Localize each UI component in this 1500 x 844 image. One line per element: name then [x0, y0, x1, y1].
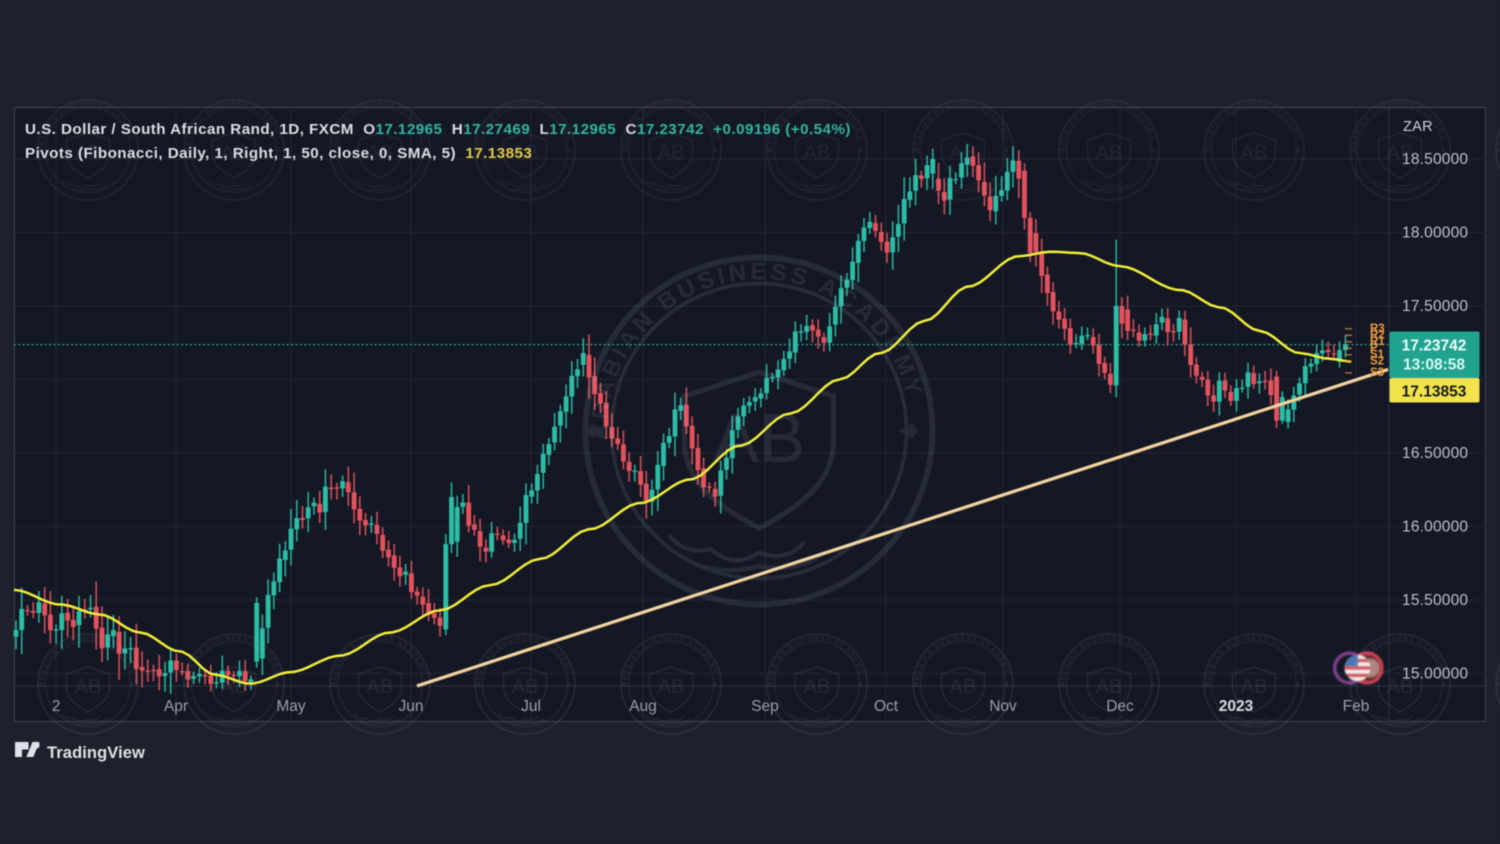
svg-text:R3: R3: [1370, 323, 1385, 335]
svg-text:18.00000: 18.00000: [1402, 225, 1468, 242]
svg-text:S1: S1: [1370, 349, 1385, 361]
svg-text:2023: 2023: [1219, 698, 1254, 715]
svg-text:Jul: Jul: [521, 698, 541, 715]
svg-text:16.00000: 16.00000: [1402, 519, 1468, 536]
svg-text:Apr: Apr: [164, 698, 188, 715]
svg-text:ZAR: ZAR: [1403, 119, 1433, 135]
svg-text:17.13853: 17.13853: [1402, 384, 1467, 401]
svg-text:May: May: [276, 698, 306, 715]
svg-text:R1: R1: [1370, 336, 1385, 348]
svg-text:17.23742: 17.23742: [1402, 338, 1467, 355]
svg-text:15.50000: 15.50000: [1402, 592, 1468, 609]
svg-text:U.S. Dollar / South African Ra: U.S. Dollar / South African Rand, 1D, FX…: [25, 121, 851, 138]
svg-text:Dec: Dec: [1106, 698, 1134, 715]
svg-text:Aug: Aug: [629, 698, 657, 715]
svg-text:15.00000: 15.00000: [1402, 666, 1468, 683]
svg-text:16.50000: 16.50000: [1402, 445, 1468, 462]
svg-text:Oct: Oct: [874, 698, 899, 715]
svg-text:S2: S2: [1370, 356, 1384, 368]
svg-text:2: 2: [52, 698, 61, 715]
svg-text:R2: R2: [1370, 330, 1385, 342]
svg-text:S3: S3: [1370, 367, 1384, 379]
svg-text:TradingView: TradingView: [47, 744, 145, 762]
svg-text:P: P: [1370, 343, 1378, 355]
svg-text:13:08:58: 13:08:58: [1403, 357, 1465, 374]
svg-text:17.50000: 17.50000: [1402, 298, 1468, 315]
svg-text:Sep: Sep: [751, 698, 779, 715]
svg-text:Jun: Jun: [399, 698, 424, 715]
